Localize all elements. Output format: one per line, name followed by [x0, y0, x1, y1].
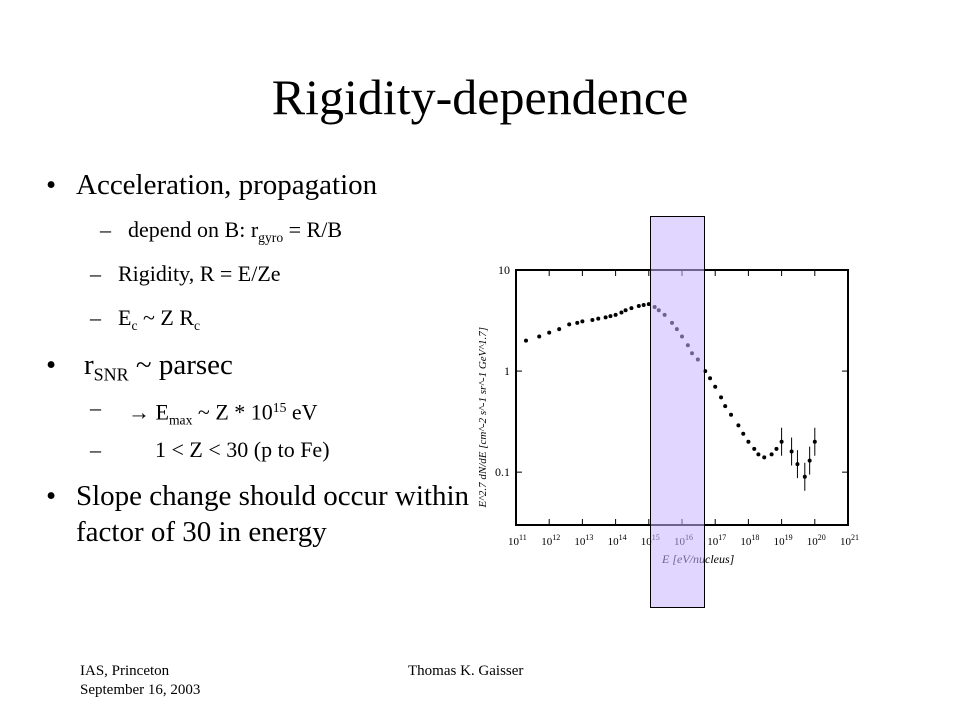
data-point: [603, 315, 608, 320]
subscript-max: max: [168, 412, 193, 428]
data-point: [646, 302, 651, 307]
bullet-text-r: r: [84, 349, 94, 381]
arrow-icon: →: [128, 399, 150, 425]
subbullet-dash: –: [100, 217, 111, 242]
data-point: [547, 330, 552, 335]
subbullet-text-suffix: = R/B: [288, 217, 343, 242]
subbullet-text: depend on B: r: [128, 217, 259, 242]
subscript-c: c: [131, 317, 138, 333]
data-point: [729, 412, 734, 417]
subbullet-dash: –: [90, 395, 101, 420]
bullet-text: Acceleration, propagation: [76, 169, 378, 201]
data-point: [580, 319, 585, 324]
bullet-list: • Acceleration, propagation – depend on …: [0, 0, 470, 620]
y-tick-label: 0.1: [495, 465, 510, 479]
footer-author: Thomas K. Gaisser: [408, 663, 524, 679]
data-point: [736, 423, 741, 428]
data-point: [613, 312, 618, 317]
data-point: [756, 452, 761, 457]
footer-date: September 16, 2003: [80, 682, 201, 698]
x-tick-label: 1011: [508, 533, 527, 548]
y-tick-label: 1: [504, 364, 510, 378]
y-tick-label: 10: [498, 263, 510, 277]
data-point: [752, 446, 757, 451]
x-tick-label: 1021: [840, 533, 859, 548]
y-axis-ticks: 10 1 0.1: [495, 263, 848, 479]
data-point: [590, 318, 595, 323]
bullet-dot: •: [46, 480, 57, 512]
bullet-rsnr: • rSNR ~ parsec: [46, 348, 233, 391]
footer-left: IAS, Princeton September 16, 2003: [80, 662, 200, 700]
data-point: [723, 404, 728, 409]
y-axis-label: E^2.7 dN/dE [cm^-2 s^-1 sr^-1 GeV^1.7]: [477, 327, 489, 509]
subbullet-text-e: E: [118, 305, 132, 330]
energy-band-highlight: [650, 216, 705, 608]
subbullet-rigidity: – Rigidity, R = E/Ze: [90, 260, 281, 288]
subbullet-depend-on-b: – depend on B: rgyro = R/B: [100, 216, 343, 252]
subbullet-dash: –: [90, 305, 101, 330]
data-point: [608, 314, 613, 319]
x-tick-label: 1017: [707, 533, 726, 548]
subscript-snr: SNR: [93, 364, 129, 385]
bullet-slope-change: • Slope change should occur within facto…: [46, 478, 471, 550]
bullet-text: Slope change should occur within factor …: [76, 480, 470, 548]
data-point: [623, 308, 628, 313]
data-point: [769, 452, 774, 457]
x-tick-label: 1020: [807, 533, 826, 548]
data-point: [619, 310, 624, 315]
subbullet-text-e: E: [155, 399, 169, 425]
data-point: [719, 395, 724, 400]
slide-title: Rigidity-dependence: [271, 69, 689, 125]
subbullet-z-range: – 1 < Z < 30 (p to Fe): [90, 436, 330, 464]
data-point: [713, 384, 718, 389]
x-tick-label: 1014: [608, 533, 627, 548]
bullet-acceleration: • Acceleration, propagation: [46, 168, 378, 202]
subbullet-ec: – Ec ~ Z Rc: [90, 304, 201, 340]
bullet-dot: •: [46, 349, 57, 381]
bullet-text-suffix: ~ parsec: [135, 349, 233, 381]
subbullet-text-mid: ~ Z R: [143, 305, 195, 330]
data-series: [523, 302, 817, 491]
x-tick-label: 1018: [740, 533, 759, 548]
subbullet-dash: –: [90, 437, 101, 462]
x-tick-label: 1019: [774, 533, 793, 548]
data-point: [708, 376, 713, 381]
subbullet-text: 1 < Z < 30 (p to Fe): [155, 437, 330, 462]
subscript-c: c: [194, 317, 201, 333]
data-point: [523, 338, 528, 343]
x-tick-label: 1013: [574, 533, 593, 548]
data-point: [746, 439, 751, 444]
subscript-gyro: gyro: [258, 229, 284, 245]
subbullet-text: Rigidity, R = E/Ze: [118, 261, 281, 286]
subbullet-emax: – → Emax ~ Z * 1015 eV: [90, 394, 318, 434]
data-point: [596, 316, 601, 321]
subbullet-text-unit: eV: [291, 399, 318, 425]
subbullet-text-mid: ~ Z * 10: [197, 399, 273, 425]
footer-institution: IAS, Princeton: [80, 663, 170, 679]
subbullet-dash: –: [90, 261, 101, 286]
data-point: [537, 334, 542, 339]
data-point: [629, 306, 634, 311]
superscript-15: 15: [272, 400, 287, 415]
bullet-dot: •: [46, 169, 57, 201]
x-tick-label: 1012: [541, 533, 560, 548]
data-point: [774, 446, 779, 451]
data-point: [636, 304, 641, 309]
data-point: [557, 327, 562, 332]
data-point: [741, 431, 746, 436]
data-point: [567, 322, 572, 327]
data-point: [762, 455, 767, 460]
data-point: [641, 303, 646, 308]
data-point: [575, 320, 580, 325]
